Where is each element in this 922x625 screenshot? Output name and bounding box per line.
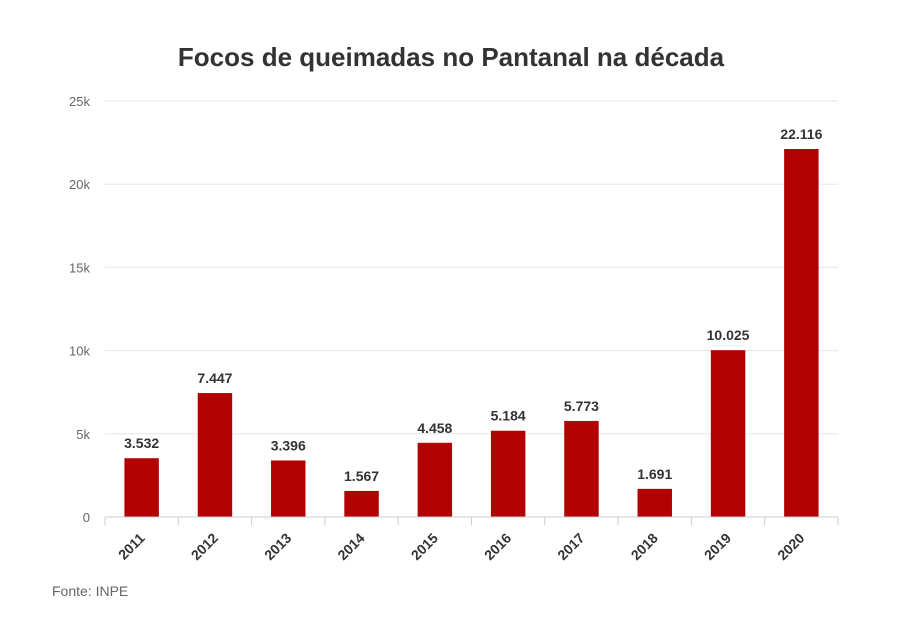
y-tick-label: 5k [76, 427, 90, 442]
y-axis-labels: 0 5k 10k 15k 20k 25k [69, 94, 90, 525]
y-tick-label: 0 [83, 510, 90, 525]
bar-2016 [490, 430, 526, 517]
bar-2019 [710, 350, 746, 517]
bar-2013 [271, 460, 306, 517]
x-axis [104, 516, 839, 525]
data-label-2014: 1.567 [344, 468, 379, 484]
data-label-2018: 1.691 [637, 466, 672, 482]
data-label-2013: 3.396 [271, 437, 306, 453]
x-tick-label-2011: 2011 [115, 530, 148, 563]
y-tick-label: 15k [69, 260, 90, 275]
source-note: Fonte: INPE [52, 583, 129, 599]
x-tick-label-2018: 2018 [628, 530, 661, 563]
data-label-2019: 10.025 [707, 327, 750, 343]
x-tick-label-2015: 2015 [408, 530, 441, 563]
bar-2014 [344, 490, 379, 517]
x-tick-label-2012: 2012 [188, 530, 221, 563]
x-tick-label-2013: 2013 [261, 530, 294, 563]
data-labels: 3.532 7.447 3.396 1.567 4.458 5.184 5.773 1.691… [124, 126, 822, 484]
y-tick-label: 25k [69, 94, 90, 109]
bar-2012 [197, 393, 233, 517]
data-label-2011: 3.532 [124, 435, 159, 451]
x-tick-label-2019: 2019 [701, 530, 734, 563]
y-tick-label: 10k [69, 344, 90, 359]
x-tick-label-2017: 2017 [554, 530, 587, 563]
bar-2017 [564, 420, 599, 517]
bars [124, 148, 819, 518]
data-label-2016: 5.184 [491, 408, 526, 424]
chart-title: Focos de queimadas no Pantanal na década [178, 42, 725, 72]
bar-2018 [637, 488, 672, 517]
bar-2015 [417, 442, 453, 517]
data-label-2015: 4.458 [417, 420, 452, 436]
bar-2011 [124, 458, 159, 517]
y-tick-label: 20k [69, 177, 90, 192]
data-label-2020: 22.116 [780, 126, 822, 142]
x-tick-label-2014: 2014 [334, 530, 367, 563]
x-axis-labels: 2011 2012 2013 2014 2015 2016 2017 2018 2019 2020 [115, 530, 808, 563]
data-label-2012: 7.447 [197, 370, 232, 386]
bar-2020 [784, 148, 819, 518]
x-tick-label-2016: 2016 [481, 530, 514, 563]
x-tick-label-2020: 2020 [774, 530, 807, 563]
data-label-2017: 5.773 [564, 398, 599, 414]
